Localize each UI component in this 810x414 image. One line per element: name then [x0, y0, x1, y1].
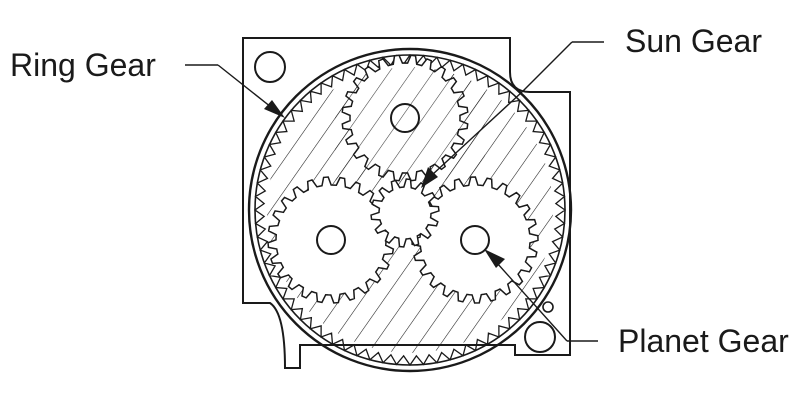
planet-top-bore [390, 103, 420, 133]
gear-face-hatching [335, 67, 485, 180]
housing-plate [242, 37, 571, 369]
sun-gear [370, 178, 440, 248]
planet-left-bore [316, 225, 346, 255]
planet-gear-left [267, 176, 395, 304]
planet-right-bore [460, 225, 490, 255]
ring-gear-leader [185, 64, 285, 118]
sun-gear-leader [421, 41, 604, 188]
sun-gear-arrowhead [421, 167, 438, 188]
ring-gear-outer-rim [247, 47, 573, 373]
planet-gear-label: Planet Gear [618, 323, 789, 359]
mounting-hole-top-left [254, 51, 286, 83]
ring-gear-arrowhead [264, 100, 285, 118]
sun-gear-label: Sun Gear [625, 23, 762, 59]
planet-gear-leader [484, 249, 598, 342]
ring-gear-teeth [253, 53, 567, 367]
ring-gear-label: Ring Gear [10, 47, 156, 83]
planet-gear-arrowhead [484, 249, 505, 268]
small-hole-bottom-right [542, 301, 554, 313]
mounting-hole-bottom-right [524, 321, 556, 353]
